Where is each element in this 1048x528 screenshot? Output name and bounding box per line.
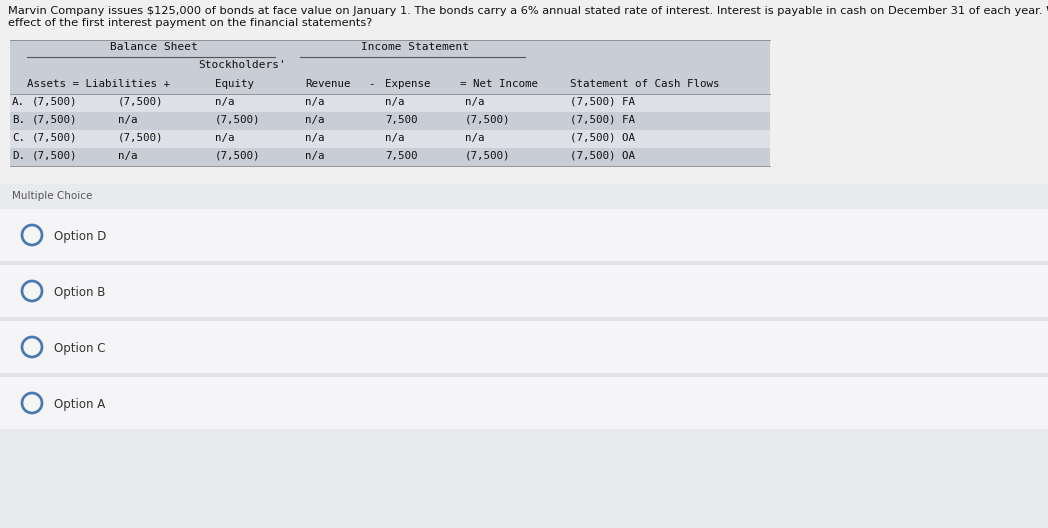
Text: (7,500): (7,500) xyxy=(465,115,510,125)
Text: Marvin Company issues $125,000 of bonds at face value on January 1. The bonds ca: Marvin Company issues $125,000 of bonds … xyxy=(8,6,1048,16)
Text: (7,500) OA: (7,500) OA xyxy=(570,151,635,161)
Text: C.: C. xyxy=(12,133,25,143)
Text: B.: B. xyxy=(12,115,25,125)
Text: n/a: n/a xyxy=(385,133,405,143)
Text: (7,500): (7,500) xyxy=(215,151,261,161)
Text: Statement of Cash Flows: Statement of Cash Flows xyxy=(570,79,720,89)
FancyBboxPatch shape xyxy=(0,317,1048,321)
Text: A.: A. xyxy=(12,97,25,107)
FancyBboxPatch shape xyxy=(0,265,1048,317)
Text: n/a: n/a xyxy=(305,151,325,161)
Text: (7,500): (7,500) xyxy=(32,115,78,125)
FancyBboxPatch shape xyxy=(0,321,1048,373)
Text: effect of the first interest payment on the financial statements?: effect of the first interest payment on … xyxy=(8,18,372,28)
FancyBboxPatch shape xyxy=(10,94,770,112)
Text: (7,500) OA: (7,500) OA xyxy=(570,133,635,143)
FancyBboxPatch shape xyxy=(10,40,770,58)
FancyBboxPatch shape xyxy=(10,58,770,76)
Text: (7,500): (7,500) xyxy=(32,133,78,143)
Text: Revenue: Revenue xyxy=(305,79,350,89)
Text: 7,500: 7,500 xyxy=(385,115,417,125)
Text: Option C: Option C xyxy=(54,342,106,355)
Text: (7,500): (7,500) xyxy=(32,97,78,107)
FancyBboxPatch shape xyxy=(10,130,770,148)
FancyBboxPatch shape xyxy=(10,112,770,130)
Text: Option D: Option D xyxy=(54,230,107,243)
Text: n/a: n/a xyxy=(385,97,405,107)
Text: Expense: Expense xyxy=(385,79,431,89)
Text: n/a: n/a xyxy=(305,97,325,107)
Text: (7,500): (7,500) xyxy=(32,151,78,161)
Text: n/a: n/a xyxy=(118,151,137,161)
Text: (7,500): (7,500) xyxy=(118,133,163,143)
Text: (7,500) FA: (7,500) FA xyxy=(570,97,635,107)
Text: = Net Income: = Net Income xyxy=(460,79,538,89)
Text: Assets = Liabilities +: Assets = Liabilities + xyxy=(27,79,170,89)
FancyBboxPatch shape xyxy=(10,76,770,94)
Text: n/a: n/a xyxy=(305,133,325,143)
Text: n/a: n/a xyxy=(305,115,325,125)
FancyBboxPatch shape xyxy=(0,261,1048,265)
Text: D.: D. xyxy=(12,151,25,161)
Text: Multiple Choice: Multiple Choice xyxy=(12,191,92,201)
Text: n/a: n/a xyxy=(215,133,235,143)
Text: (7,500): (7,500) xyxy=(215,115,261,125)
Text: -: - xyxy=(368,79,374,89)
Text: Income Statement: Income Statement xyxy=(361,42,470,52)
Text: 7,500: 7,500 xyxy=(385,151,417,161)
Text: n/a: n/a xyxy=(465,133,484,143)
Text: (7,500) FA: (7,500) FA xyxy=(570,115,635,125)
Text: Balance Sheet: Balance Sheet xyxy=(110,42,197,52)
Text: (7,500): (7,500) xyxy=(118,97,163,107)
Text: Option B: Option B xyxy=(54,286,106,299)
FancyBboxPatch shape xyxy=(0,373,1048,377)
FancyBboxPatch shape xyxy=(10,148,770,166)
Text: n/a: n/a xyxy=(215,97,235,107)
Text: Stockholders': Stockholders' xyxy=(199,60,286,70)
Text: n/a: n/a xyxy=(118,115,137,125)
Text: Option A: Option A xyxy=(54,398,105,411)
FancyBboxPatch shape xyxy=(0,184,1048,528)
Text: n/a: n/a xyxy=(465,97,484,107)
Text: (7,500): (7,500) xyxy=(465,151,510,161)
FancyBboxPatch shape xyxy=(0,377,1048,429)
FancyBboxPatch shape xyxy=(0,209,1048,261)
Text: Equity: Equity xyxy=(215,79,254,89)
